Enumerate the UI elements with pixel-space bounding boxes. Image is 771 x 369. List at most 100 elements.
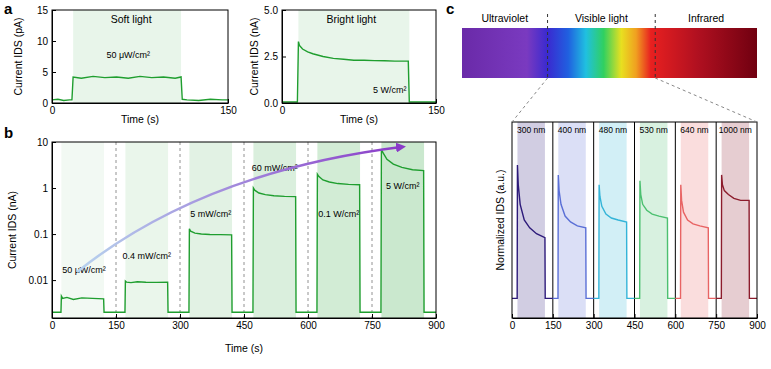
tick-mark [52, 72, 56, 73]
tick-label: 150 [220, 105, 237, 116]
tick: 5.0 [264, 5, 286, 16]
tick-label: 5.0 [264, 5, 278, 16]
x-axis: 0150300450600750900 [50, 314, 446, 331]
figure: 0150051015Time (s)Current IDS (pA)Soft l… [0, 0, 771, 369]
annotation: 5 mW/cm² [190, 209, 231, 219]
zoom-line [512, 78, 548, 122]
y-axis: 0.0 2.5 5.0 [264, 5, 286, 109]
series-label: 1000 nm [719, 125, 752, 135]
separator [308, 142, 309, 318]
tick-mark [716, 314, 717, 318]
panel: 0150051015Time (s)Current IDS (pA)Soft l… [4, 0, 237, 125]
tick-mark [757, 314, 758, 318]
axis-line [53, 103, 229, 104]
tick: 0.1 [34, 229, 56, 240]
band-label: Ultraviolet [481, 12, 528, 24]
tick-mark [52, 41, 56, 42]
panel-label: a [4, 0, 13, 17]
light-on-region [381, 142, 424, 318]
tick-label: 300 [586, 320, 603, 331]
separator [634, 122, 635, 318]
tick: 300 [172, 314, 189, 331]
trace [52, 76, 228, 100]
plot-frame [52, 10, 228, 103]
x-axis: 0150300450600750900 [510, 314, 767, 331]
tick-label: 900 [428, 320, 445, 331]
separator [180, 142, 181, 318]
tick-mark [282, 10, 286, 11]
tick-label: 750 [364, 320, 381, 331]
y-axis: 0.01 0.1 1 10 [29, 137, 56, 319]
light-on-region [681, 122, 708, 318]
tick-label: 150 [545, 320, 562, 331]
plot-area [52, 10, 228, 103]
tick-mark [52, 234, 56, 235]
tick-label: 0 [280, 105, 286, 116]
tick-label: 750 [708, 320, 725, 331]
x-axis-title: Time (s) [121, 113, 159, 125]
plot-frame [512, 122, 757, 318]
tick-mark [436, 314, 437, 318]
tick: 2.5 [264, 51, 286, 62]
trace [594, 185, 635, 299]
axis-line [52, 143, 53, 319]
light-on-region [599, 122, 626, 318]
tick: 600 [300, 314, 317, 331]
panel-label: b [4, 124, 13, 141]
series-label: 640 nm [680, 125, 708, 135]
separator [716, 122, 717, 318]
tick: 150 [545, 314, 562, 331]
tick-label: 600 [300, 320, 317, 331]
light-on-region [317, 142, 360, 318]
plot-area [282, 10, 436, 103]
separator [552, 122, 553, 318]
tick-label: 2.5 [264, 51, 278, 62]
annotation: 50 μW/cm² [106, 50, 150, 60]
band-label: Visible light [575, 12, 628, 24]
tick: 900 [749, 314, 766, 331]
tick-mark [282, 57, 286, 58]
trace [716, 175, 757, 298]
tick: 900 [428, 314, 445, 331]
tick-label: 5 [42, 67, 48, 78]
plot-area [512, 122, 757, 318]
axis-line [53, 318, 437, 319]
series-label: 300 nm [517, 125, 545, 135]
tick-label: 300 [172, 320, 189, 331]
tick-mark [372, 314, 373, 318]
tick: 0 [42, 98, 56, 109]
tick-label: 0 [510, 320, 516, 331]
tick: 10 [37, 137, 56, 148]
y-axis-title: Normalized IDS (a.u.) [494, 170, 506, 271]
tick-mark [594, 314, 595, 318]
tick: 300 [586, 314, 603, 331]
tick: 150 [220, 99, 237, 116]
tick-mark [228, 99, 229, 103]
tick-label: 600 [667, 320, 684, 331]
tick: 150 [108, 314, 125, 331]
annotation: 5 W/cm² [386, 181, 420, 191]
tick-mark [308, 314, 309, 318]
tick: 0 [510, 314, 516, 331]
separator [675, 122, 676, 318]
tick: 150 [428, 99, 445, 116]
tick-mark [635, 314, 636, 318]
separator [116, 142, 117, 318]
tick: 750 [364, 314, 381, 331]
tick-label: 0.01 [29, 275, 49, 286]
tick-label: 900 [749, 320, 766, 331]
tick-mark [52, 142, 56, 143]
band-boundary [547, 14, 548, 78]
tick-label: 0 [42, 98, 48, 109]
trace [512, 165, 553, 298]
tick-mark [52, 280, 56, 281]
tick: 5 [42, 67, 56, 78]
x-axis-title: Time (s) [225, 342, 263, 354]
zoom-line [655, 78, 757, 122]
y-axis-title: Current IDS (nA) [248, 17, 260, 95]
tick: 0.0 [264, 98, 286, 109]
tick: 1 [42, 183, 56, 194]
tick-label: 0.1 [34, 229, 48, 240]
trace [553, 175, 594, 298]
tick: 600 [667, 314, 684, 331]
